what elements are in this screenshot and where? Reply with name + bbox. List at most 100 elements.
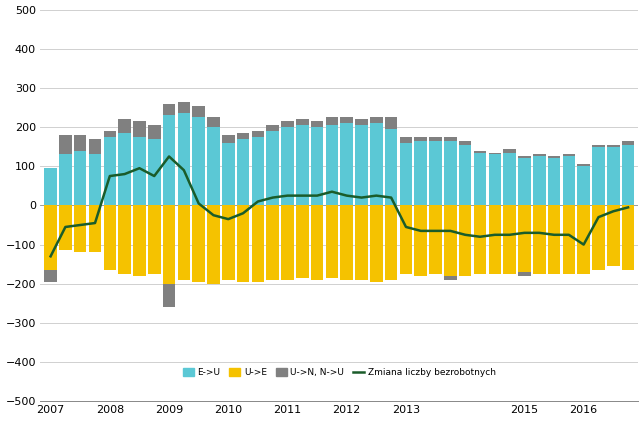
Bar bbox=[89, 155, 101, 205]
Bar bbox=[578, 166, 590, 205]
Bar bbox=[415, 137, 427, 141]
Bar bbox=[533, 155, 545, 157]
Bar bbox=[444, 141, 457, 205]
Bar bbox=[474, 205, 486, 274]
Bar bbox=[74, 205, 86, 253]
Bar bbox=[44, 270, 57, 282]
Bar bbox=[222, 143, 234, 205]
Bar bbox=[474, 152, 486, 205]
Bar bbox=[311, 127, 323, 205]
Bar bbox=[592, 145, 605, 147]
Bar bbox=[193, 106, 205, 117]
Bar bbox=[44, 205, 57, 270]
Bar bbox=[163, 284, 175, 307]
Bar bbox=[148, 139, 160, 205]
Bar bbox=[622, 205, 634, 270]
Bar bbox=[326, 125, 338, 205]
Bar bbox=[148, 205, 160, 274]
Bar bbox=[74, 135, 86, 151]
Bar bbox=[178, 113, 190, 205]
Bar bbox=[563, 205, 575, 274]
Bar bbox=[163, 104, 175, 115]
Bar bbox=[355, 125, 368, 205]
Bar bbox=[178, 205, 190, 280]
Bar bbox=[563, 155, 575, 157]
Bar bbox=[370, 205, 383, 282]
Bar bbox=[518, 272, 531, 276]
Bar bbox=[296, 125, 308, 205]
Bar bbox=[267, 131, 279, 205]
Bar bbox=[178, 101, 190, 113]
Bar bbox=[548, 158, 560, 205]
Bar bbox=[504, 205, 516, 274]
Bar bbox=[355, 119, 368, 125]
Bar bbox=[267, 125, 279, 131]
Bar bbox=[193, 117, 205, 205]
Bar bbox=[518, 158, 531, 205]
Bar bbox=[459, 145, 471, 205]
Bar bbox=[341, 123, 353, 205]
Bar bbox=[118, 205, 131, 274]
Bar bbox=[133, 121, 146, 137]
Bar bbox=[281, 205, 294, 280]
Bar bbox=[607, 147, 620, 205]
Bar bbox=[459, 141, 471, 145]
Bar bbox=[281, 127, 294, 205]
Bar bbox=[430, 137, 442, 141]
Bar bbox=[341, 205, 353, 280]
Bar bbox=[89, 139, 101, 155]
Bar bbox=[341, 117, 353, 123]
Bar bbox=[74, 151, 86, 205]
Bar bbox=[118, 119, 131, 133]
Bar bbox=[385, 129, 397, 205]
Bar bbox=[311, 205, 323, 280]
Bar bbox=[193, 205, 205, 282]
Bar bbox=[415, 205, 427, 276]
Bar bbox=[370, 117, 383, 123]
Bar bbox=[533, 157, 545, 205]
Bar bbox=[296, 205, 308, 278]
Bar bbox=[163, 115, 175, 205]
Bar bbox=[252, 137, 264, 205]
Bar bbox=[578, 205, 590, 274]
Bar bbox=[148, 125, 160, 139]
Bar bbox=[222, 205, 234, 280]
Bar bbox=[444, 137, 457, 141]
Bar bbox=[622, 141, 634, 145]
Bar bbox=[237, 139, 249, 205]
Bar bbox=[607, 145, 620, 147]
Bar bbox=[415, 141, 427, 205]
Bar bbox=[607, 205, 620, 266]
Bar bbox=[578, 164, 590, 166]
Bar bbox=[44, 168, 57, 205]
Bar bbox=[489, 155, 501, 205]
Bar bbox=[518, 157, 531, 158]
Bar bbox=[400, 137, 412, 143]
Bar bbox=[370, 123, 383, 205]
Bar bbox=[252, 131, 264, 137]
Bar bbox=[326, 117, 338, 125]
Bar bbox=[104, 131, 116, 137]
Bar bbox=[622, 145, 634, 205]
Bar bbox=[207, 117, 220, 127]
Bar bbox=[237, 133, 249, 139]
Bar bbox=[385, 205, 397, 280]
Bar bbox=[444, 205, 457, 276]
Bar bbox=[89, 205, 101, 253]
Bar bbox=[518, 205, 531, 272]
Bar bbox=[504, 152, 516, 205]
Bar bbox=[104, 137, 116, 205]
Bar bbox=[489, 152, 501, 155]
Bar bbox=[59, 155, 71, 205]
Bar bbox=[400, 205, 412, 274]
Bar bbox=[563, 157, 575, 205]
Bar bbox=[59, 135, 71, 155]
Bar bbox=[207, 127, 220, 205]
Bar bbox=[385, 117, 397, 129]
Bar bbox=[207, 205, 220, 284]
Bar bbox=[296, 119, 308, 125]
Bar bbox=[592, 147, 605, 205]
Bar bbox=[222, 135, 234, 143]
Bar bbox=[474, 151, 486, 152]
Bar bbox=[104, 205, 116, 270]
